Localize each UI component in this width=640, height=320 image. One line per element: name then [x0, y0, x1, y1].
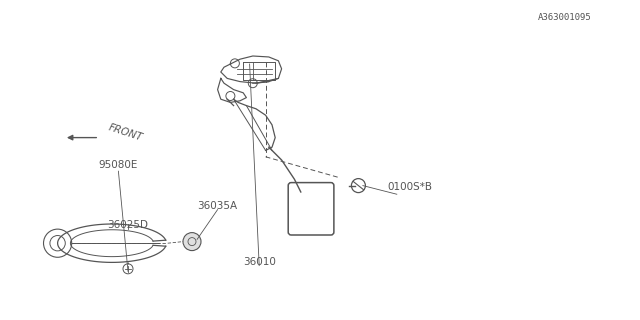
Text: 0100S*B: 0100S*B — [387, 182, 432, 192]
Circle shape — [183, 233, 201, 251]
Text: FRONT: FRONT — [108, 123, 145, 143]
Text: 36035A: 36035A — [198, 201, 237, 211]
Text: 95080E: 95080E — [99, 160, 138, 170]
Text: 36010: 36010 — [243, 257, 276, 267]
Text: A363001095: A363001095 — [538, 13, 591, 22]
Text: 36025D: 36025D — [108, 220, 148, 230]
